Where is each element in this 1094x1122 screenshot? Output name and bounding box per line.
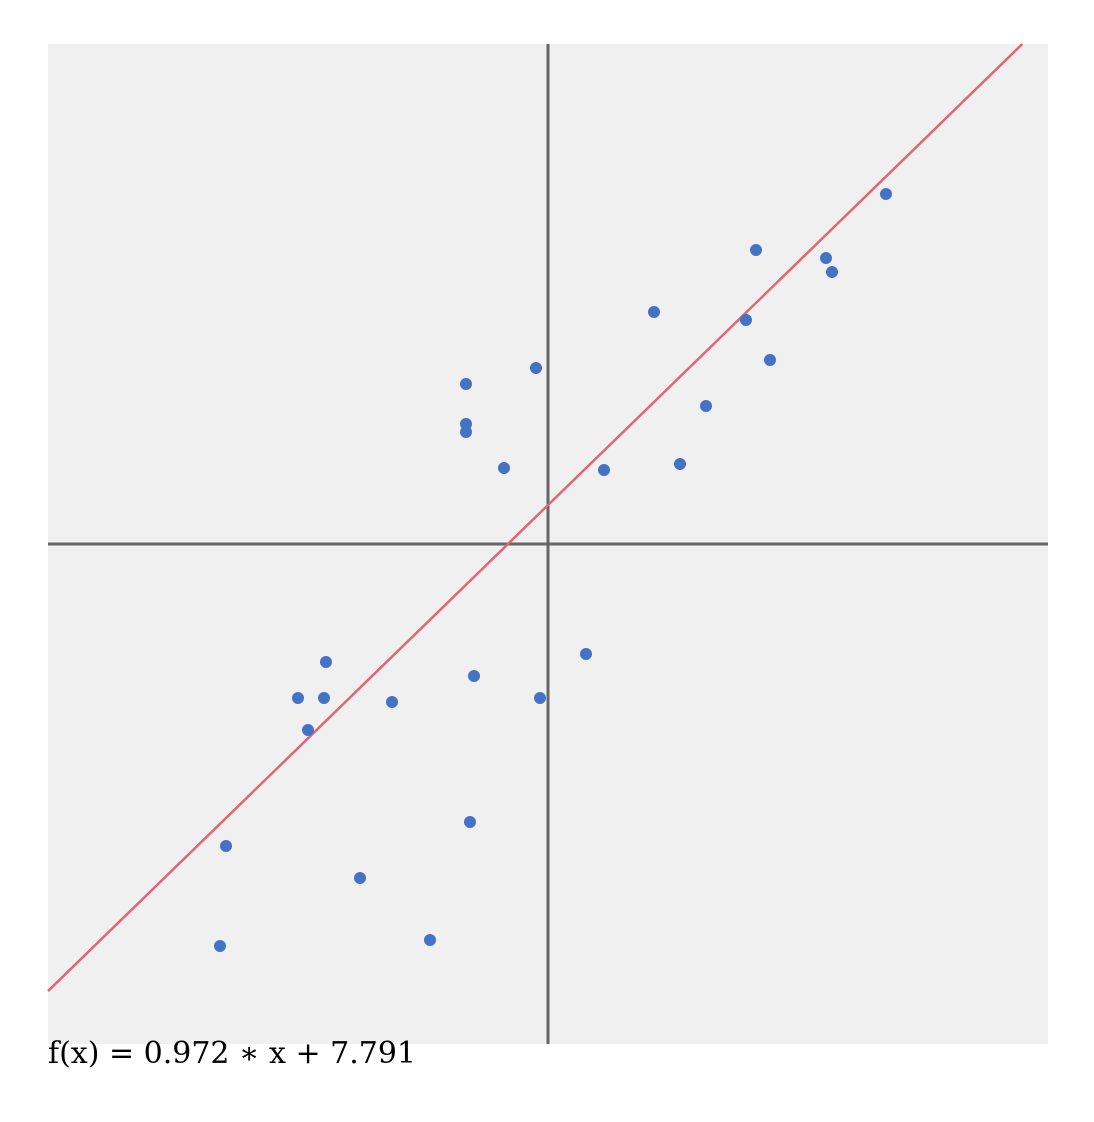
data-point	[464, 816, 476, 828]
data-point	[302, 724, 314, 736]
data-point	[460, 378, 472, 390]
data-point	[220, 840, 232, 852]
data-points-layer	[214, 188, 892, 952]
data-point	[674, 458, 686, 470]
data-point	[700, 400, 712, 412]
regression-line	[47, 43, 1024, 992]
data-point	[820, 252, 832, 264]
data-point	[292, 692, 304, 704]
data-point	[498, 462, 510, 474]
data-point	[880, 188, 892, 200]
data-point	[318, 692, 330, 704]
data-point	[826, 266, 838, 278]
data-point	[534, 692, 546, 704]
data-point	[354, 872, 366, 884]
data-point	[648, 306, 660, 318]
data-point	[740, 314, 752, 326]
data-point	[530, 362, 542, 374]
data-point	[580, 648, 592, 660]
data-point	[764, 354, 776, 366]
data-point	[424, 934, 436, 946]
data-point	[460, 426, 472, 438]
axes-layer	[48, 44, 1048, 1044]
data-point	[386, 696, 398, 708]
regression-equation: f(x) = 0.972 ∗ x + 7.791	[48, 1036, 416, 1071]
data-point	[598, 464, 610, 476]
data-point	[320, 656, 332, 668]
data-point	[468, 670, 480, 682]
data-point	[750, 244, 762, 256]
regression-line-layer	[47, 43, 1024, 992]
data-point	[214, 940, 226, 952]
